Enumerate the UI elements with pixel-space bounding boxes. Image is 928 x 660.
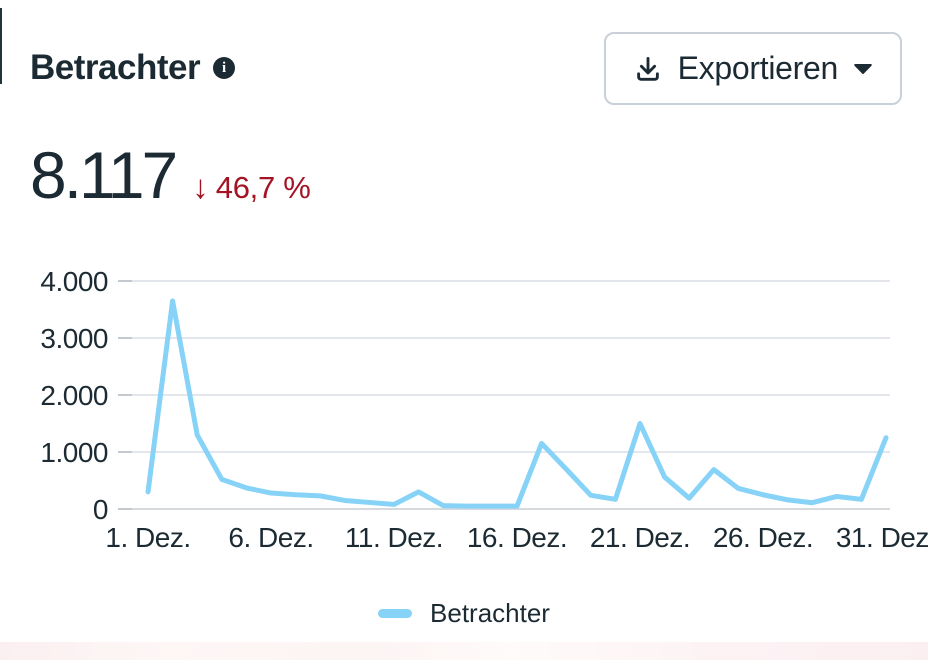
svg-text:1.000: 1.000 xyxy=(40,437,108,468)
svg-text:2.000: 2.000 xyxy=(40,380,108,411)
card-header: Betrachter i xyxy=(30,48,236,88)
content-below-peek xyxy=(0,642,928,660)
svg-text:16. Dez.: 16. Dez. xyxy=(467,522,567,553)
viewers-line-chart: 0 1.000 2.000 3.000 4.000 1. Dez. 6. Dez. 11. D… xyxy=(40,266,928,553)
svg-text:0: 0 xyxy=(93,494,108,525)
adjacent-ui-sliver xyxy=(0,8,2,84)
chart-legend: Betrachter xyxy=(0,598,928,629)
trend-down-arrow-icon: ↓ xyxy=(192,168,209,205)
svg-text:4.000: 4.000 xyxy=(40,266,108,297)
svg-text:31. Dez.: 31. Dez. xyxy=(836,522,928,553)
chart-area: 0 1.000 2.000 3.000 4.000 1. Dez. 6. Dez. 11. D… xyxy=(0,250,928,580)
svg-text:6. Dez.: 6. Dez. xyxy=(228,522,313,553)
metric-summary: 8.117 ↓ 46,7 % xyxy=(30,137,311,213)
svg-text:21. Dez.: 21. Dez. xyxy=(590,522,690,553)
download-icon xyxy=(633,54,663,84)
export-button-label: Exportieren xyxy=(677,50,839,86)
svg-text:1. Dez.: 1. Dez. xyxy=(105,522,190,553)
caret-down-icon xyxy=(853,63,873,75)
metric-delta-percent: 46,7 % xyxy=(215,170,311,205)
legend-swatch[interactable] xyxy=(378,609,413,618)
svg-text:3.000: 3.000 xyxy=(40,323,108,354)
page-title: Betrachter xyxy=(30,48,201,87)
svg-text:11. Dez.: 11. Dez. xyxy=(345,522,443,553)
metric-delta: ↓ 46,7 % xyxy=(192,168,311,206)
info-icon[interactable]: i xyxy=(213,57,236,79)
svg-text:26. Dez.: 26. Dez. xyxy=(713,522,813,553)
export-button[interactable]: Exportieren xyxy=(603,32,902,105)
legend-label[interactable]: Betrachter xyxy=(430,598,550,628)
metric-value: 8.117 xyxy=(30,138,178,212)
